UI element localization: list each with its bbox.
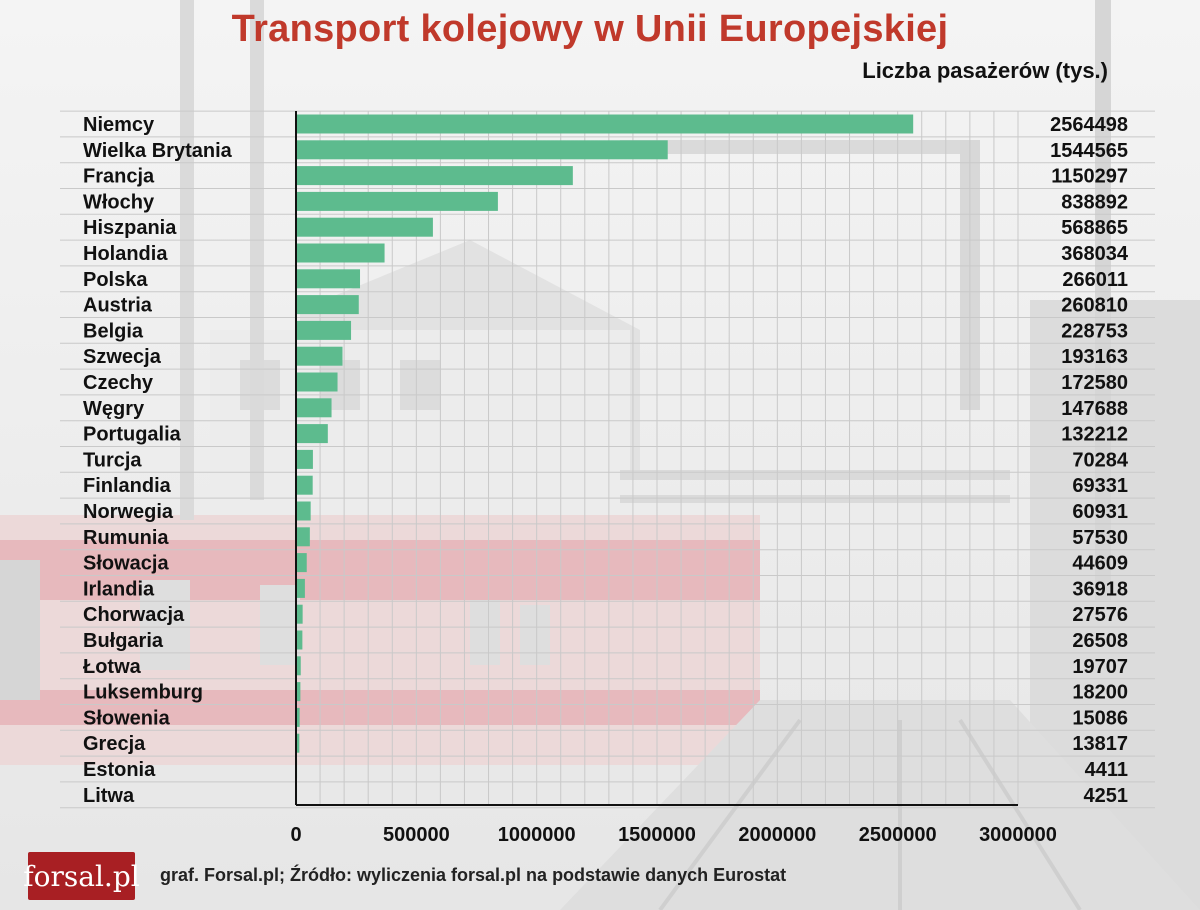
category-label: Rumunia <box>83 527 169 549</box>
value-label: 838892 <box>1061 191 1128 213</box>
x-tick-label: 1000000 <box>498 824 576 846</box>
bar-wielka-brytania <box>296 140 668 160</box>
category-label: Grecja <box>83 733 146 755</box>
value-label: 69331 <box>1072 475 1128 497</box>
value-label: 1150297 <box>1051 166 1128 188</box>
value-label: 44609 <box>1072 553 1128 575</box>
value-label: 260810 <box>1061 295 1128 317</box>
category-label: Francja <box>83 166 155 188</box>
category-label: Chorwacja <box>83 604 185 626</box>
bar-czechy <box>296 372 338 392</box>
x-tick-label: 1500000 <box>618 824 696 846</box>
category-label: Węgry <box>83 398 145 420</box>
category-label: Bułgaria <box>83 630 164 652</box>
category-label: Finlandia <box>83 475 172 497</box>
x-tick-labels: 0 500000 1000000 1500000 2000000 2500000 30000… <box>290 824 1057 846</box>
chart-subtitle: Liczba pasażerów (tys.) <box>862 58 1108 83</box>
value-label: 368034 <box>1061 243 1129 265</box>
bar-rumunia <box>296 527 310 547</box>
category-label: Turcja <box>83 449 142 471</box>
bar-turcja <box>296 449 313 469</box>
category-label: Niemcy <box>83 114 155 136</box>
category-label: Luksemburg <box>83 682 203 704</box>
category-label: Litwa <box>83 785 135 807</box>
value-label: 266011 <box>1062 269 1128 291</box>
value-label: 15086 <box>1072 707 1128 729</box>
category-label: Austria <box>83 295 153 317</box>
bar-szwecja <box>296 346 343 366</box>
value-label: 13817 <box>1072 733 1128 755</box>
bar-słowenia <box>296 707 300 727</box>
category-label: Portugalia <box>83 424 182 446</box>
category-label: Irlandia <box>83 578 155 600</box>
value-label: 27576 <box>1072 604 1128 626</box>
value-label: 228753 <box>1061 320 1128 342</box>
value-label: 4411 <box>1085 759 1128 781</box>
bar-słowacja <box>296 553 307 573</box>
category-label: Czechy <box>83 372 154 394</box>
bar-austria <box>296 295 359 315</box>
value-label: 18200 <box>1072 682 1128 704</box>
bar-bułgaria <box>296 630 303 650</box>
value-label: 60931 <box>1072 501 1128 523</box>
value-label: 36918 <box>1072 578 1128 600</box>
value-label: 132212 <box>1061 424 1128 446</box>
value-label: 172580 <box>1061 372 1128 394</box>
axes <box>295 111 1018 806</box>
value-label: 4251 <box>1084 785 1129 807</box>
value-label: 19707 <box>1072 656 1128 678</box>
bar-grecja <box>296 733 300 753</box>
category-label: Włochy <box>83 191 155 213</box>
bar-węgry <box>296 398 332 418</box>
value-label: 1544565 <box>1050 140 1128 162</box>
category-label: Wielka Brytania <box>83 140 233 162</box>
category-label: Łotwa <box>83 656 142 678</box>
bar-belgia <box>296 320 352 340</box>
bar-finlandia <box>296 475 313 495</box>
forsal-logo: forsal.pl <box>23 852 140 900</box>
source-note: graf. Forsal.pl; Źródło: wyliczenia fors… <box>160 865 787 885</box>
chart-title: Transport kolejowy w Unii Europejskiej <box>231 8 949 50</box>
bar-francja <box>296 166 573 186</box>
value-labels: 2564498 1544565 1150297 838892 568865 368034 2… <box>1050 114 1129 807</box>
category-label: Polska <box>83 269 148 291</box>
value-label: 57530 <box>1072 527 1128 549</box>
x-tick-label: 0 <box>290 824 301 846</box>
bar-luksemburg <box>296 682 301 702</box>
bar-hiszpania <box>296 217 433 237</box>
bar-włochy <box>296 191 498 211</box>
category-labels: Niemcy Wielka Brytania Francja Włochy Hiszpa… <box>83 114 233 807</box>
x-tick-label: 2000000 <box>738 824 816 846</box>
value-label: 70284 <box>1072 449 1128 471</box>
category-label: Holandia <box>83 243 168 265</box>
bar-niemcy <box>296 114 914 134</box>
x-tick-label: 500000 <box>383 824 450 846</box>
value-label: 568865 <box>1061 217 1128 239</box>
bar-chorwacja <box>296 604 303 624</box>
bar-portugalia <box>296 424 328 444</box>
x-tick-label: 3000000 <box>979 824 1057 846</box>
category-label: Norwegia <box>83 501 174 523</box>
category-label: Belgia <box>83 320 144 342</box>
bars <box>296 114 914 805</box>
bar-holandia <box>296 243 385 263</box>
grid-lines <box>60 110 1155 809</box>
category-label: Estonia <box>83 759 156 781</box>
category-label: Hiszpania <box>83 217 177 239</box>
value-label: 26508 <box>1072 630 1128 652</box>
bar-irlandia <box>296 578 305 598</box>
value-label: 193163 <box>1061 346 1128 368</box>
bar-polska <box>296 269 361 289</box>
bar-norwegia <box>296 501 311 521</box>
value-label: 2564498 <box>1050 114 1128 136</box>
category-label: Szwecja <box>83 346 162 368</box>
bar-łotwa <box>296 656 301 676</box>
x-tick-label: 2500000 <box>859 824 937 846</box>
value-label: 147688 <box>1061 398 1128 420</box>
category-label: Słowenia <box>83 707 171 729</box>
category-label: Słowacja <box>83 553 169 575</box>
